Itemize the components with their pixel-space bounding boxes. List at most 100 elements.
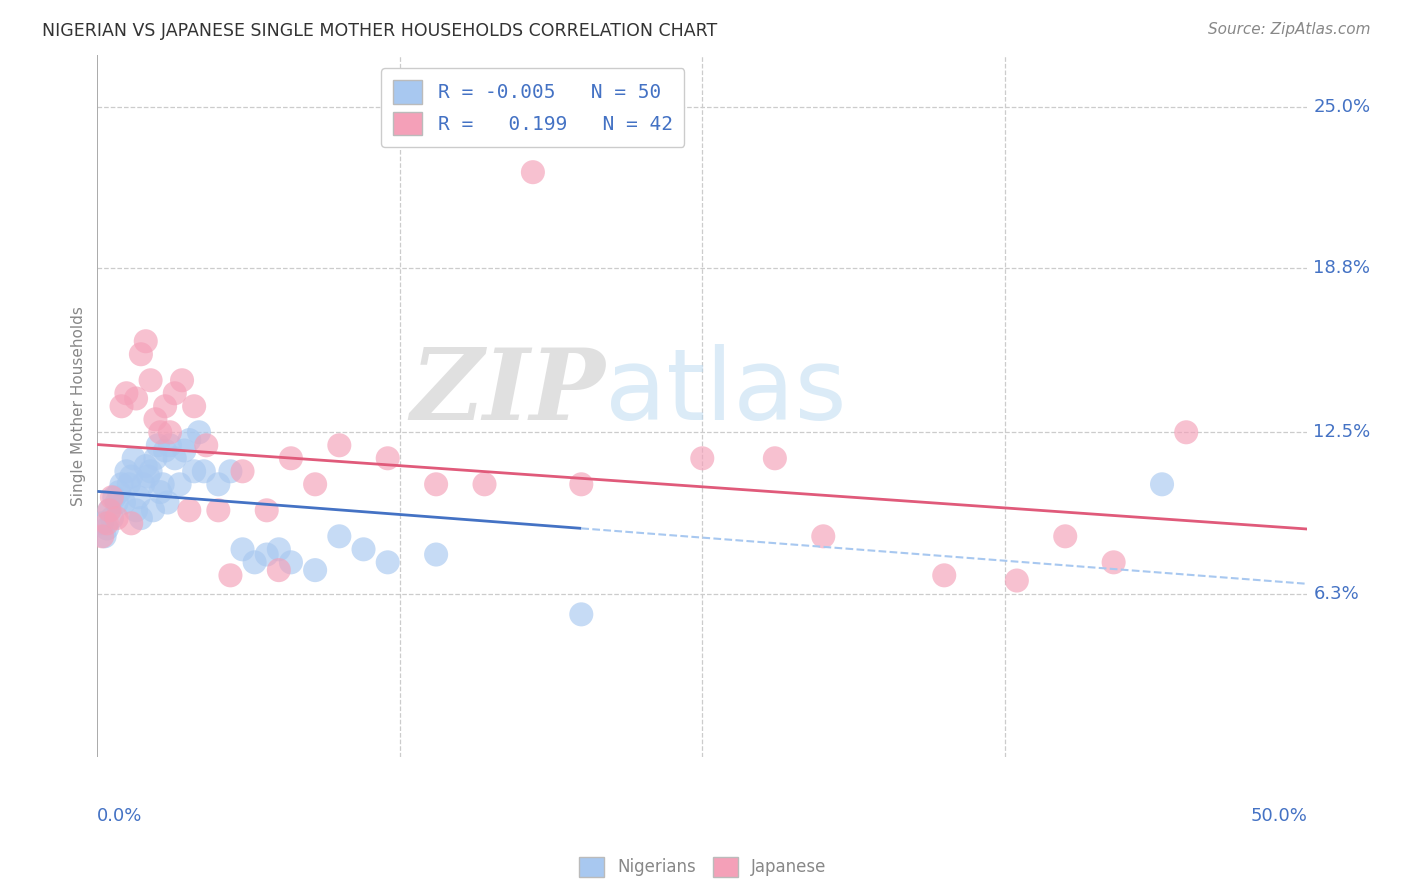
Point: [690, 451, 713, 466]
Point: [132, 477, 155, 491]
Text: 50.0%: 50.0%: [1250, 806, 1308, 824]
Point: [105, 511, 128, 525]
Point: [96, 516, 118, 531]
Point: [813, 529, 835, 543]
Text: 12.5%: 12.5%: [1313, 424, 1371, 442]
Point: [118, 477, 141, 491]
Point: [105, 495, 128, 509]
Point: [179, 503, 201, 517]
Point: [188, 425, 211, 440]
Text: atlas: atlas: [606, 343, 848, 441]
Point: [125, 392, 148, 406]
Point: [96, 522, 118, 536]
Point: [115, 464, 138, 478]
Point: [763, 451, 786, 466]
Point: [304, 477, 326, 491]
Point: [122, 451, 145, 466]
Point: [219, 464, 242, 478]
Point: [474, 477, 496, 491]
Point: [170, 373, 193, 387]
Point: [231, 542, 253, 557]
Point: [101, 511, 124, 525]
Point: [127, 491, 149, 505]
Text: ZIP: ZIP: [411, 344, 606, 441]
Point: [110, 399, 132, 413]
Point: [139, 373, 162, 387]
Point: [108, 485, 131, 500]
Legend: Nigerians, Japanese: Nigerians, Japanese: [572, 850, 834, 884]
Point: [353, 542, 375, 557]
Legend: R = -0.005   N = 50, R =   0.199   N = 42: R = -0.005 N = 50, R = 0.199 N = 42: [381, 69, 685, 147]
Point: [163, 451, 186, 466]
Text: 0.0%: 0.0%: [97, 806, 143, 824]
Point: [219, 568, 242, 582]
Point: [120, 516, 142, 531]
Point: [115, 386, 138, 401]
Point: [159, 438, 181, 452]
Point: [425, 548, 447, 562]
Point: [207, 477, 229, 491]
Point: [110, 477, 132, 491]
Point: [280, 451, 302, 466]
Point: [101, 491, 124, 505]
Point: [125, 503, 148, 517]
Text: 25.0%: 25.0%: [1313, 98, 1371, 116]
Point: [159, 425, 181, 440]
Point: [91, 529, 114, 543]
Point: [152, 477, 174, 491]
Point: [145, 412, 167, 426]
Point: [169, 477, 191, 491]
Point: [145, 451, 167, 466]
Point: [425, 477, 447, 491]
Text: NIGERIAN VS JAPANESE SINGLE MOTHER HOUSEHOLDS CORRELATION CHART: NIGERIAN VS JAPANESE SINGLE MOTHER HOUSE…: [42, 22, 717, 40]
Y-axis label: Single Mother Households: Single Mother Households: [72, 306, 86, 506]
Point: [1102, 555, 1125, 569]
Point: [120, 469, 142, 483]
Point: [179, 433, 201, 447]
Point: [153, 399, 176, 413]
Point: [569, 607, 592, 622]
Point: [1150, 477, 1173, 491]
Point: [280, 555, 302, 569]
Point: [256, 503, 278, 517]
Point: [149, 425, 172, 440]
Point: [135, 459, 157, 474]
Point: [328, 529, 350, 543]
Point: [183, 464, 205, 478]
Point: [112, 495, 135, 509]
Point: [377, 451, 399, 466]
Point: [173, 443, 195, 458]
Point: [569, 477, 592, 491]
Point: [328, 438, 350, 452]
Point: [98, 503, 121, 517]
Point: [195, 438, 218, 452]
Point: [207, 503, 229, 517]
Point: [1175, 425, 1198, 440]
Point: [91, 516, 114, 531]
Point: [153, 443, 176, 458]
Point: [93, 529, 115, 543]
Point: [377, 555, 399, 569]
Point: [103, 491, 125, 505]
Text: Source: ZipAtlas.com: Source: ZipAtlas.com: [1208, 22, 1371, 37]
Point: [267, 542, 290, 557]
Point: [146, 438, 169, 452]
Point: [156, 495, 179, 509]
Point: [139, 464, 162, 478]
Point: [129, 511, 152, 525]
Point: [256, 548, 278, 562]
Text: 6.3%: 6.3%: [1313, 584, 1360, 602]
Point: [142, 503, 165, 517]
Point: [1054, 529, 1077, 543]
Point: [934, 568, 956, 582]
Point: [149, 485, 172, 500]
Point: [183, 399, 205, 413]
Point: [193, 464, 215, 478]
Text: 18.8%: 18.8%: [1313, 260, 1371, 277]
Point: [98, 503, 121, 517]
Point: [304, 563, 326, 577]
Point: [243, 555, 266, 569]
Point: [129, 347, 152, 361]
Point: [231, 464, 253, 478]
Point: [1005, 574, 1028, 588]
